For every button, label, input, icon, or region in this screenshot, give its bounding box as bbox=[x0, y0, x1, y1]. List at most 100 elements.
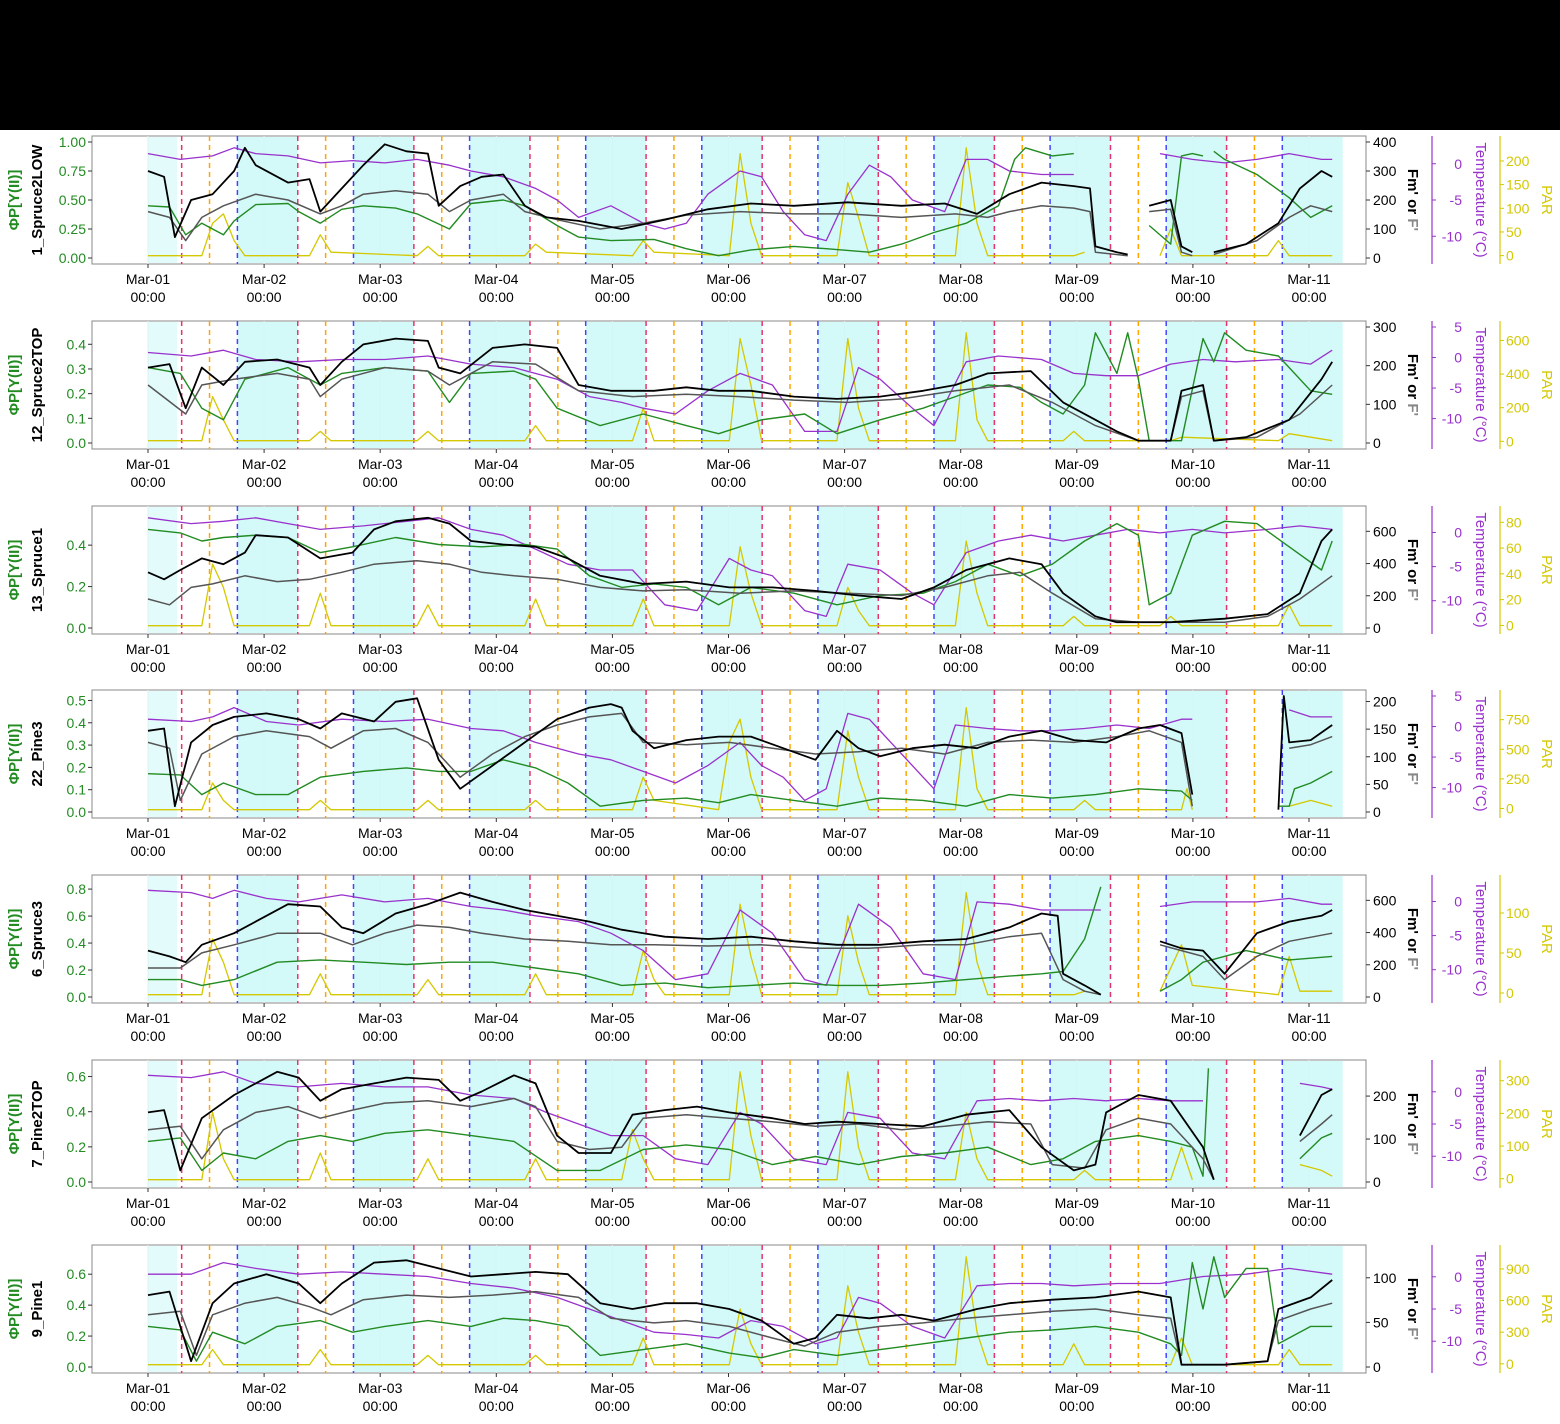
x-tick-time-label: 00:00 bbox=[595, 1398, 630, 1414]
fm-tick-label: 200 bbox=[1373, 358, 1397, 374]
x-tick-time-label: 00:00 bbox=[1175, 474, 1210, 490]
x-tick-time-label: 00:00 bbox=[711, 843, 746, 859]
x-tick-time-label: 00:00 bbox=[595, 474, 630, 490]
series-temperature-line bbox=[147, 517, 1333, 618]
fm-axis-title: Fm' or F' bbox=[1404, 539, 1421, 601]
series-temperature-line bbox=[147, 147, 1333, 242]
x-tick-date-label: Mar-10 bbox=[1171, 456, 1216, 472]
x-tick-date-label: Mar-05 bbox=[590, 1195, 635, 1211]
x-tick-time-label: 00:00 bbox=[479, 1213, 514, 1229]
x-tick-time-label: 00:00 bbox=[1291, 289, 1326, 305]
x-tick-date-label: Mar-05 bbox=[590, 1010, 635, 1026]
phi-tick-label: 0.1 bbox=[67, 410, 87, 426]
par-tick-label: 100 bbox=[1506, 1138, 1530, 1154]
night-band bbox=[933, 1246, 995, 1372]
night-band bbox=[585, 876, 647, 1002]
night-band bbox=[469, 1246, 530, 1372]
x-tick-time-label: 00:00 bbox=[827, 1028, 862, 1044]
temp-tick-label: 0 bbox=[1454, 156, 1462, 172]
x-tick-date-label: Mar-04 bbox=[474, 1010, 519, 1026]
panel-name-label: 7_Pine2TOP bbox=[29, 1080, 46, 1167]
night-band bbox=[353, 1061, 414, 1187]
temp-tick-label: 0 bbox=[1454, 719, 1462, 735]
x-tick-date-label: Mar-09 bbox=[1055, 1195, 1100, 1211]
series-phi-line bbox=[147, 1256, 1333, 1362]
temp-tick-label: 5 bbox=[1454, 688, 1462, 704]
par-axis-title: PAR bbox=[1538, 924, 1555, 954]
x-tick-date-label: Mar-03 bbox=[358, 456, 403, 472]
x-tick-date-label: Mar-04 bbox=[474, 825, 519, 841]
temp-tick-label: -5 bbox=[1450, 928, 1463, 944]
x-tick-date-label: Mar-09 bbox=[1055, 1380, 1100, 1396]
panel-name-label: 13_Spruce1 bbox=[29, 528, 46, 612]
x-tick-date-label: Mar-07 bbox=[822, 1380, 867, 1396]
series-par-line bbox=[148, 332, 1333, 442]
x-tick-date-label: Mar-06 bbox=[706, 825, 751, 841]
x-tick-date-label: Mar-11 bbox=[1287, 1010, 1331, 1026]
fm-tick-label: 100 bbox=[1373, 396, 1397, 412]
par-tick-label: 600 bbox=[1506, 332, 1530, 348]
x-tick-date-label: Mar-02 bbox=[242, 1195, 287, 1211]
x-tick-time-label: 00:00 bbox=[247, 843, 282, 859]
night-band bbox=[237, 1061, 298, 1187]
night-band bbox=[701, 1061, 763, 1187]
night-band bbox=[701, 137, 763, 263]
x-tick-date-label: Mar-01 bbox=[126, 456, 171, 472]
x-tick-date-label: Mar-07 bbox=[822, 456, 867, 472]
x-tick-date-label: Mar-11 bbox=[1287, 1195, 1331, 1211]
phi-tick-label: 0.2 bbox=[67, 579, 87, 595]
x-tick-time-label: 00:00 bbox=[1291, 843, 1326, 859]
panel-name-label: 12_Spruce2TOP bbox=[29, 328, 46, 443]
series-par-line bbox=[148, 891, 1333, 996]
x-tick-date-label: Mar-10 bbox=[1171, 825, 1216, 841]
series-temperature-line bbox=[147, 706, 1333, 802]
fm-tick-label: 0 bbox=[1373, 1174, 1381, 1190]
par-tick-label: 200 bbox=[1506, 153, 1530, 169]
night-band bbox=[1282, 876, 1343, 1002]
temp-tick-label: -5 bbox=[1450, 749, 1463, 765]
x-tick-time-label: 00:00 bbox=[130, 843, 165, 859]
par-axis-title: PAR bbox=[1538, 739, 1555, 769]
panel-name-label: 22_Pine3 bbox=[29, 721, 46, 786]
phi-axis-title: ΦP[Y(II)] bbox=[6, 724, 23, 785]
par-tick-label: 0 bbox=[1506, 1171, 1514, 1187]
x-tick-date-label: Mar-04 bbox=[474, 456, 519, 472]
par-axis-title: PAR bbox=[1538, 370, 1555, 400]
x-tick-time-label: 00:00 bbox=[1175, 1398, 1210, 1414]
panel-name-label: 6_Spruce3 bbox=[29, 901, 46, 977]
x-tick-date-label: Mar-07 bbox=[822, 1195, 867, 1211]
x-tick-date-label: Mar-03 bbox=[358, 825, 403, 841]
par-tick-label: 200 bbox=[1506, 1105, 1530, 1121]
x-tick-date-label: Mar-02 bbox=[242, 456, 287, 472]
x-tick-time-label: 00:00 bbox=[130, 474, 165, 490]
par-axis-title: PAR bbox=[1538, 1294, 1555, 1324]
phi-tick-label: 0.3 bbox=[67, 737, 87, 753]
x-tick-date-label: Mar-07 bbox=[822, 271, 867, 287]
x-tick-time-label: 00:00 bbox=[247, 289, 282, 305]
x-tick-date-label: Mar-10 bbox=[1171, 271, 1216, 287]
fm-tick-label: 100 bbox=[1373, 1270, 1397, 1286]
par-tick-label: 200 bbox=[1506, 400, 1530, 416]
x-tick-time-label: 00:00 bbox=[827, 474, 862, 490]
series-par-line bbox=[148, 1256, 1333, 1366]
temperature-axis-title: Temperature (°C) bbox=[1472, 1251, 1489, 1366]
panel-9-pine1: 0.0 0.2 0.4 0.6 ΦP[Y(II)] 9_Pine1 0 50 100 Fm' or… bbox=[6, 1244, 1555, 1414]
night-band bbox=[1166, 691, 1227, 817]
temp-tick-label: -5 bbox=[1450, 1116, 1463, 1132]
series-phi-line bbox=[147, 332, 1333, 442]
x-tick-date-label: Mar-06 bbox=[706, 456, 751, 472]
night-band bbox=[1282, 322, 1343, 448]
night-band bbox=[1050, 322, 1111, 448]
series-temperature-line bbox=[147, 349, 1333, 433]
x-tick-date-label: Mar-11 bbox=[1287, 641, 1331, 657]
night-band bbox=[1282, 1061, 1343, 1187]
series-phi-line bbox=[148, 886, 1333, 992]
panel-12-spruce2top: 0.0 0.1 0.2 0.3 0.4 ΦP[Y(II)] 12_Spruce2TOP 0 10… bbox=[6, 319, 1555, 490]
x-tick-time-label: 00:00 bbox=[130, 659, 165, 675]
x-tick-time-label: 00:00 bbox=[1059, 474, 1094, 490]
x-tick-date-label: Mar-10 bbox=[1171, 1195, 1216, 1211]
phi-axis-title: ΦP[Y(II)] bbox=[6, 540, 23, 601]
par-tick-label: 300 bbox=[1506, 1073, 1530, 1089]
par-tick-label: 750 bbox=[1506, 712, 1530, 728]
x-tick-time-label: 00:00 bbox=[827, 1213, 862, 1229]
